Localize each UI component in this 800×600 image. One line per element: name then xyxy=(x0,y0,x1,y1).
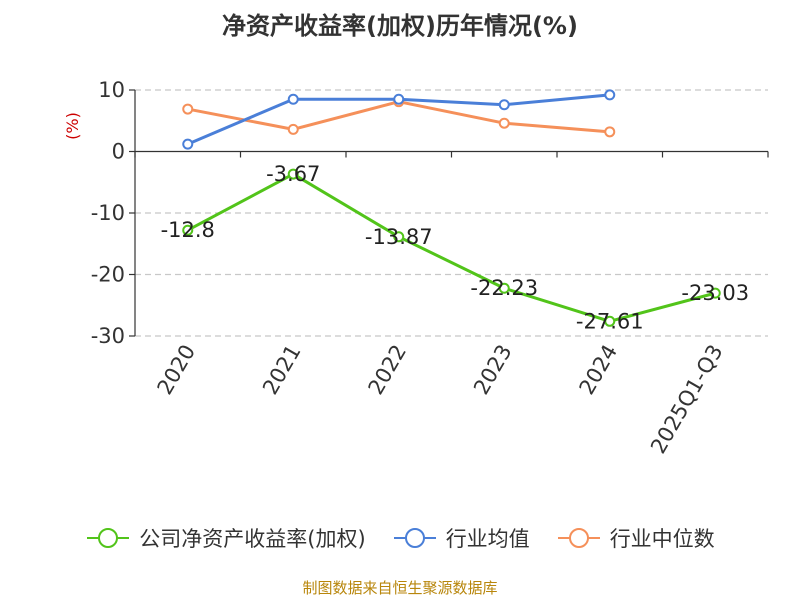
y-tick-label: -30 xyxy=(91,324,125,348)
data-label: -3.67 xyxy=(266,162,320,186)
data-point xyxy=(604,315,616,327)
legend-swatch-industry-mean xyxy=(393,528,436,548)
source-note: 制图数据来自恒生聚源数据库 xyxy=(302,579,498,597)
legend-label-industry-median: 行业中位数 xyxy=(609,527,715,551)
data-point xyxy=(709,287,721,299)
x-tick-label: 2020 xyxy=(153,341,201,399)
data-point xyxy=(182,138,194,150)
data-label: -23.03 xyxy=(681,281,749,305)
x-tick-label: 2023 xyxy=(469,341,517,399)
data-label: -22.23 xyxy=(470,276,538,300)
legend-item-industry-median[interactable]: 行业中位数 xyxy=(556,523,715,553)
data-label: -27.61 xyxy=(576,309,644,333)
line-chart: 10 0 -10 -20 -30 (%) 2020 2021 2022 2023 2024 2025Q… xyxy=(63,78,769,458)
data-point xyxy=(393,93,405,105)
x-tick-label: 2025Q1-Q3 xyxy=(646,341,728,458)
chart-title: 净资产收益率(加权)历年情况(%) xyxy=(222,12,578,40)
y-tick-label: 0 xyxy=(112,140,125,164)
data-point xyxy=(498,99,510,111)
data-label: -12.8 xyxy=(161,218,215,242)
y-axis-label: (%) xyxy=(63,112,82,140)
data-point xyxy=(182,103,194,115)
data-point xyxy=(498,282,510,294)
x-tick-label: 2024 xyxy=(575,341,623,399)
y-tick-label: -10 xyxy=(91,201,125,225)
data-point xyxy=(393,231,405,243)
data-point xyxy=(604,89,616,101)
y-tick-label: -20 xyxy=(91,263,125,287)
data-point xyxy=(498,117,510,129)
data-point xyxy=(287,168,299,180)
legend-item-company-roe[interactable]: 公司净资产收益率(加权) xyxy=(85,523,366,553)
x-tick-label: 2021 xyxy=(258,341,306,399)
data-point xyxy=(182,224,194,236)
data-point xyxy=(287,123,299,135)
legend-label-industry-mean: 行业均值 xyxy=(445,527,530,551)
x-tick-label: 2022 xyxy=(364,341,412,399)
series-line xyxy=(187,172,716,323)
legend-label-company-roe: 公司净资产收益率(加权) xyxy=(139,527,366,551)
legend-item-industry-mean[interactable]: 行业均值 xyxy=(392,523,530,553)
chart-legend: 公司净资产收益率(加权) 行业均值 行业中位数 xyxy=(0,520,800,556)
data-point xyxy=(604,126,616,138)
y-tick-label: 10 xyxy=(98,78,125,102)
legend-swatch-industry-median xyxy=(557,528,600,548)
legend-swatch-company-roe xyxy=(87,528,130,548)
data-label: -13.87 xyxy=(365,225,433,249)
data-point xyxy=(287,93,299,105)
